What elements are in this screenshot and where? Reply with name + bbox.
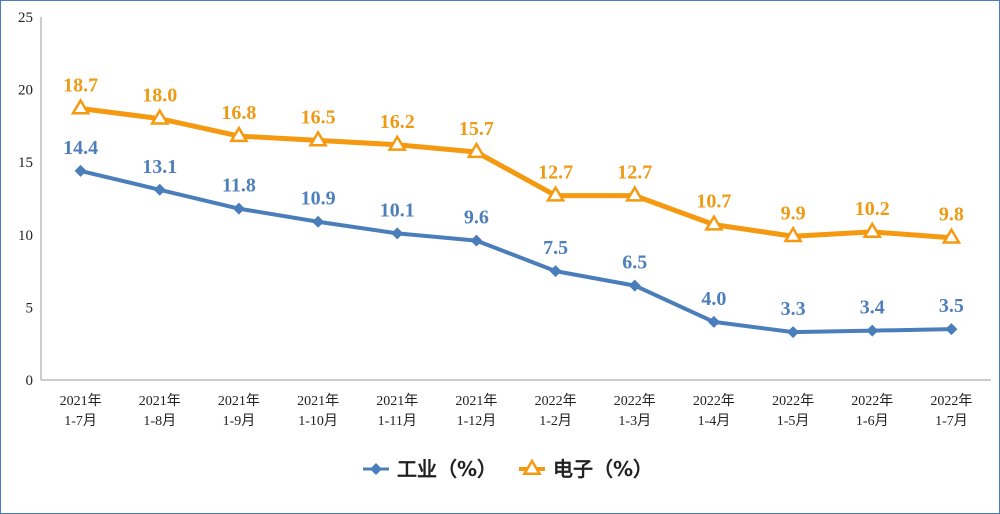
y-tick-label: 15 — [18, 155, 33, 171]
data-label-series-1: 4.0 — [701, 288, 726, 310]
x-tick-label-line: 2021年 — [297, 393, 339, 409]
x-tick-label-line: 2021年 — [218, 393, 260, 409]
data-label-series-1: 13.1 — [142, 156, 177, 178]
x-tick-label-line: 1-2月 — [539, 413, 572, 429]
data-label-series-2: 9.9 — [781, 202, 806, 224]
x-tick-label: 2021年 1-9月 — [218, 393, 260, 429]
x-tick-label-line: 2021年 — [60, 393, 102, 409]
x-tick-label-line: 2021年 — [139, 393, 181, 409]
data-point-series-1 — [391, 227, 404, 240]
x-tick-label-line: 1-8月 — [143, 413, 176, 429]
x-tick-label-line: 2021年 — [455, 393, 497, 409]
data-label-series-1: 10.9 — [301, 188, 336, 210]
x-tick-label-line: 1-12月 — [457, 413, 497, 429]
series-line-2 — [80, 105, 952, 241]
y-tick-label: 0 — [26, 373, 34, 389]
data-point-series-1 — [74, 164, 87, 177]
data-point-series-2 — [70, 98, 91, 115]
x-tick-label-line: 1-7月 — [935, 413, 968, 429]
x-tick-label: 2022年 1-6月 — [851, 393, 893, 429]
data-point-series-2 — [149, 108, 170, 125]
data-point-series-1 — [866, 324, 879, 337]
y-tick-label: 10 — [18, 228, 33, 244]
data-label-series-2: 15.7 — [459, 118, 494, 140]
x-tick-label: 2021年 1-8月 — [139, 393, 181, 429]
x-tick-label-line: 1-10月 — [298, 413, 338, 429]
data-label-series-1: 3.5 — [939, 295, 964, 317]
data-point-series-2 — [783, 225, 803, 243]
x-tick-label-line: 1-4月 — [698, 413, 731, 429]
data-point-series-2 — [308, 129, 328, 147]
x-tick-label: 2022年 1-5月 — [772, 393, 814, 429]
data-point-series-1 — [787, 326, 800, 339]
data-label-series-1: 3.3 — [781, 298, 806, 320]
x-tick-label-line: 2022年 — [614, 393, 656, 409]
x-tick-label: 2022年 1-2月 — [535, 393, 577, 429]
data-label-series-2: 18.0 — [142, 85, 177, 107]
data-point-series-2 — [704, 214, 724, 231]
x-tick-label: 2021年 1-10月 — [297, 393, 339, 429]
data-label-series-2: 9.8 — [939, 204, 964, 226]
data-label-series-2: 10.2 — [855, 198, 890, 220]
data-label-series-2: 16.8 — [221, 102, 256, 124]
data-point-series-2 — [624, 185, 645, 202]
data-point-series-2 — [229, 125, 249, 143]
data-point-series-2 — [387, 134, 408, 151]
x-tick-label-line: 2022年 — [930, 393, 972, 409]
y-tick-label: 20 — [18, 83, 33, 99]
data-point-series-2 — [941, 227, 962, 244]
y-tick-label: 25 — [18, 10, 33, 26]
data-point-series-1 — [312, 215, 325, 228]
data-label-series-1: 7.5 — [543, 237, 568, 259]
x-tick-label: 2022年 1-7月 — [930, 393, 972, 429]
x-tick-label-line: 1-7月 — [64, 413, 97, 429]
data-point-series-1 — [232, 202, 245, 215]
legend-marker-2 — [522, 458, 542, 476]
data-point-series-2 — [545, 185, 566, 202]
data-point-series-1 — [470, 234, 483, 247]
y-tick-label: 5 — [26, 300, 34, 316]
data-label-series-1: 3.4 — [860, 297, 885, 319]
x-tick-label: 2021年 1-12月 — [455, 393, 497, 429]
data-label-series-1: 6.5 — [622, 252, 647, 274]
data-point-series-1 — [628, 279, 641, 292]
data-label-series-2: 16.2 — [380, 111, 415, 133]
data-label-series-2: 12.7 — [538, 162, 573, 184]
x-tick-label-line: 2021年 — [376, 393, 418, 409]
data-point-series-1 — [549, 265, 562, 278]
data-label-series-1: 14.4 — [63, 137, 98, 159]
x-tick-label-line: 1-9月 — [223, 413, 256, 429]
data-point-series-1 — [153, 183, 166, 196]
x-tick-label-line: 2022年 — [772, 393, 814, 409]
x-tick-label-line: 2022年 — [851, 393, 893, 409]
data-point-series-2 — [466, 141, 487, 159]
data-label-series-2: 12.7 — [617, 162, 652, 184]
x-tick-label-line: 1-5月 — [777, 413, 810, 429]
x-tick-label-line: 1-11月 — [378, 413, 417, 429]
x-tick-label-line: 2022年 — [693, 393, 735, 409]
x-tick-label: 2021年 1-11月 — [376, 393, 418, 429]
x-tick-label-line: 2022年 — [535, 393, 577, 409]
data-point-series-2 — [862, 221, 883, 238]
x-tick-label-line: 1-6月 — [856, 413, 889, 429]
x-tick-label: 2022年 1-4月 — [693, 393, 735, 429]
data-label-series-1: 11.8 — [222, 175, 256, 197]
data-label-series-1: 10.1 — [380, 199, 415, 221]
series-line-1 — [80, 168, 952, 335]
data-label-series-2: 18.7 — [63, 74, 98, 96]
data-label-series-1: 9.6 — [464, 207, 489, 229]
legend-label-2: 电子（%） — [553, 457, 653, 481]
x-tick-label: 2021年 1-7月 — [60, 393, 102, 429]
legend-label-1: 工业（%） — [397, 457, 497, 481]
data-point-series-1 — [945, 323, 958, 336]
data-label-series-2: 10.7 — [696, 191, 731, 213]
x-tick-label: 2022年 1-3月 — [614, 393, 656, 429]
x-tick-label-line: 1-3月 — [618, 413, 651, 429]
data-point-series-1 — [707, 315, 720, 328]
data-label-series-2: 16.5 — [301, 106, 336, 128]
legend-marker-1 — [370, 463, 382, 475]
